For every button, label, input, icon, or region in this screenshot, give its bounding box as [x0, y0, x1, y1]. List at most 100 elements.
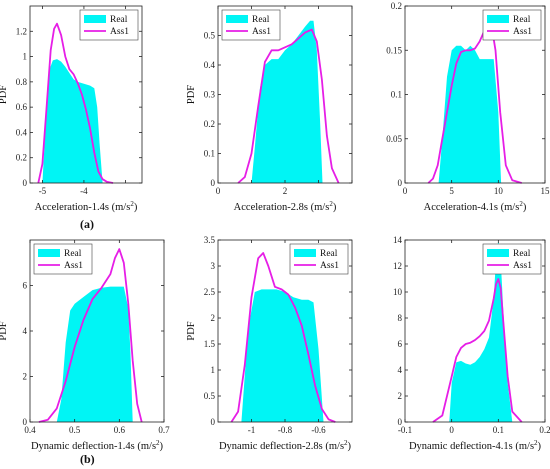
- chart-panel-3: 0 5 10 15 0 0.05 0.1 0.15 0.2 Acceleration-4.1s (…: [386, 1, 550, 213]
- series-real-area: [42, 59, 103, 183]
- x-tick-label: 0.6: [114, 425, 126, 435]
- legend: Real Ass1: [482, 243, 542, 275]
- y-tick-label: 4: [398, 365, 403, 375]
- x-tick-label: -5: [39, 186, 47, 196]
- y-axis-label: PDF: [0, 85, 9, 104]
- chart-panel-2: 0 2 0 0.1 0.2 0.3 0.4 0.5 Acceleration-2.8s (m/s…: [186, 5, 353, 213]
- legend-swatch-real: [487, 15, 509, 23]
- x-tick-label: 0.1: [493, 425, 504, 435]
- legend-box: [221, 9, 281, 41]
- y-tick-label: 2: [211, 313, 216, 323]
- y-axis-label: PDF: [186, 321, 197, 340]
- legend-label: Ass1: [513, 261, 532, 271]
- legend-box: [79, 9, 139, 41]
- x-axis-label: Acceleration-2.8s (m/s2): [234, 200, 337, 213]
- y-tick-label: 1: [211, 365, 216, 375]
- y-tick-label: 1: [23, 52, 28, 62]
- y-tick-label: 0.1: [204, 149, 215, 159]
- series-ass1-line: [237, 28, 340, 184]
- series-ass1-line: [37, 22, 114, 184]
- y-tick-label: 0.2: [204, 119, 215, 129]
- y-tick-label: 0.2: [16, 153, 27, 163]
- series-real-area: [241, 289, 324, 422]
- series-real-area: [438, 45, 502, 183]
- x-tick-label: 0: [449, 425, 454, 435]
- y-tick-label: 3: [211, 261, 216, 271]
- y-tick-label: 0.4: [16, 127, 28, 137]
- y-tick-label: 12: [393, 261, 402, 271]
- chart-panel-5: -1 -0.8 -0.6 0 0.5 1 1.5 2 2.5 3 3.5 Dynamic deflec…: [186, 235, 353, 452]
- y-tick-label: 4: [23, 326, 28, 336]
- legend: Real Ass1: [482, 9, 542, 41]
- series-real-area: [56, 286, 133, 422]
- x-tick-label: -0.1: [398, 425, 412, 435]
- y-tick-label: 0: [211, 417, 216, 427]
- x-tick-label: 0: [403, 186, 408, 196]
- legend-box: [33, 243, 93, 275]
- y-tick-label: 0: [398, 417, 403, 427]
- x-tick-label: 10: [494, 186, 504, 196]
- x-tick-label: -1: [248, 425, 256, 435]
- x-tick-label: -0.8: [278, 425, 293, 435]
- x-axis-label: Acceleration-4.1s (m/s2): [424, 200, 527, 213]
- legend-swatch-real: [84, 15, 106, 23]
- legend-swatch-real: [38, 249, 60, 257]
- y-axis-label: PDF: [0, 321, 9, 340]
- legend-label: Ass1: [252, 27, 271, 37]
- axes-box: [29, 5, 143, 184]
- legend-box: [482, 243, 542, 275]
- y-tick-label: 1.5: [204, 339, 216, 349]
- y-tick-label: 0.4: [204, 60, 216, 70]
- x-tick-label: 15: [541, 186, 550, 196]
- x-tick-label: 0.2: [539, 425, 550, 435]
- y-tick-label: 3.5: [204, 235, 216, 245]
- legend-box: [289, 243, 349, 275]
- x-axis-label: Dynamic deflection-4.1s (m/s2): [409, 439, 542, 452]
- x-tick-label: -0.6: [311, 425, 326, 435]
- x-tick-label: -4: [80, 186, 88, 196]
- series-real-area: [251, 20, 323, 183]
- y-tick-label: 0.5: [204, 31, 216, 41]
- legend: Real Ass1: [289, 243, 349, 275]
- legend-swatch-real: [226, 15, 248, 23]
- y-tick-label: 8: [398, 313, 403, 323]
- y-tick-label: 6: [398, 339, 403, 349]
- y-tick-label: 2: [23, 372, 28, 382]
- legend-label: Real: [64, 249, 82, 259]
- y-tick-label: 0.3: [204, 90, 216, 100]
- x-axis-label: Dynamic deflection-1.4s (m/s2): [31, 439, 164, 452]
- panel-label-a: (a): [80, 217, 94, 231]
- y-tick-label: 6: [23, 281, 28, 291]
- legend-label: Ass1: [64, 261, 83, 271]
- y-tick-label: 0.2: [391, 1, 402, 11]
- y-tick-label: 0: [23, 417, 28, 427]
- y-tick-label: 0: [398, 178, 403, 188]
- x-axis-label: Acceleration-1.4s (m/s2): [35, 200, 138, 213]
- x-tick-label: 0.5: [69, 425, 81, 435]
- series-ass1-line: [427, 24, 522, 184]
- series-ass1-line: [432, 278, 523, 423]
- x-tick-label: 2: [283, 186, 288, 196]
- y-tick-label: 1.2: [16, 26, 27, 36]
- legend: Real Ass1: [79, 9, 139, 41]
- series-ass1-line: [230, 252, 336, 423]
- legend: Real Ass1: [33, 243, 93, 275]
- y-tick-label: 0.5: [204, 391, 216, 401]
- legend-label: Ass1: [320, 261, 339, 271]
- y-tick-label: 0.1: [391, 90, 402, 100]
- legend-label: Ass1: [513, 27, 532, 37]
- x-tick-label: 0.7: [158, 425, 170, 435]
- legend-label: Real: [513, 15, 531, 25]
- axes-box: [404, 239, 546, 423]
- y-tick-label: 14: [393, 235, 403, 245]
- x-tick-label: 5: [449, 186, 454, 196]
- x-axis-label: Dynamic deflection-2.8s (m/s2): [219, 439, 352, 452]
- panel-label-b: (b): [80, 452, 95, 466]
- legend: Real Ass1: [221, 9, 281, 41]
- y-tick-label: 0.15: [386, 45, 402, 55]
- legend-label: Real: [110, 15, 128, 25]
- legend-swatch-real: [294, 249, 316, 257]
- chart-panel-4: 0.4 0.5 0.6 0.7 0 2 4 6 Dynamic deflection-1.4s …: [0, 239, 170, 452]
- legend-swatch-real: [487, 249, 509, 257]
